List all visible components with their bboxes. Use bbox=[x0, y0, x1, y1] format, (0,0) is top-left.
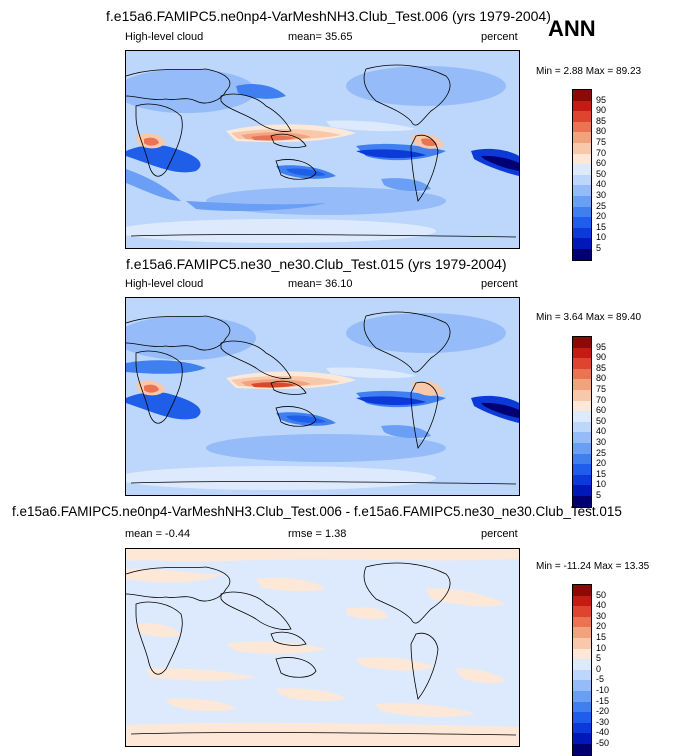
panel2-tick: 90 bbox=[596, 352, 607, 362]
panel3-tick: 20 bbox=[596, 621, 607, 631]
panel1-tick: 10 bbox=[596, 232, 607, 242]
panel2-tick: 30 bbox=[596, 437, 607, 447]
panel3-tick: -30 bbox=[596, 717, 610, 727]
panel1-tick: 70 bbox=[596, 148, 607, 158]
panel3-tick: 5 bbox=[596, 653, 602, 663]
panel3-tick: -10 bbox=[596, 685, 610, 695]
panel3-tick: -50 bbox=[596, 738, 610, 748]
panel1-map-svg bbox=[126, 51, 519, 248]
panel2-tick: 75 bbox=[596, 384, 607, 394]
panel1-tick: 30 bbox=[596, 190, 607, 200]
panel3-map-svg bbox=[126, 549, 519, 746]
panel2-minmax: Min = 3.64 Max = 89.40 bbox=[536, 312, 642, 323]
panel1-map bbox=[125, 50, 520, 249]
panel3-units-label: percent bbox=[481, 528, 518, 540]
panel2-tick: 15 bbox=[596, 469, 607, 479]
panel1-tick: 40 bbox=[596, 179, 607, 189]
panel3-tick: 0 bbox=[596, 664, 602, 674]
panel2-variable-label: High-level cloud bbox=[125, 278, 204, 290]
panel1-tick: 5 bbox=[596, 243, 602, 253]
panel3-rmse-label: rmse = 1.38 bbox=[288, 528, 347, 540]
panel2-tick: 60 bbox=[596, 405, 607, 415]
panel2-map-svg bbox=[126, 298, 519, 495]
panel3-colorbar bbox=[572, 584, 592, 756]
season-label: ANN bbox=[548, 16, 596, 41]
panel1-title: f.e15a6.FAMIPC5.ne0np4-VarMeshNH3.Club_T… bbox=[106, 8, 551, 24]
panel1-tick: 80 bbox=[596, 126, 607, 136]
panel1-units-label: percent bbox=[481, 31, 518, 43]
panel2-tick: 85 bbox=[596, 363, 607, 373]
panel1-tick: 50 bbox=[596, 169, 607, 179]
panel3-tick: 50 bbox=[596, 590, 607, 600]
panel3-minmax: Min = -11.24 Max = 13.35 bbox=[536, 561, 650, 572]
panel2-title: f.e15a6.FAMIPC5.ne30_ne30.Club_Test.015 … bbox=[126, 256, 507, 272]
panel2-units-label: percent bbox=[481, 278, 518, 290]
panel3-tick: 10 bbox=[596, 643, 607, 653]
panel1-tick: 15 bbox=[596, 222, 607, 232]
panel3-tick: 30 bbox=[596, 611, 607, 621]
panel2-tick: 70 bbox=[596, 395, 607, 405]
panel1-tick: 75 bbox=[596, 137, 607, 147]
panel2-tick: 95 bbox=[596, 342, 607, 352]
panel1-tick: 95 bbox=[596, 95, 607, 105]
panel1-minmax: Min = 2.88 Max = 89.23 bbox=[536, 66, 642, 77]
panel1-tick: 90 bbox=[596, 105, 607, 115]
panel3-tick: 40 bbox=[596, 600, 607, 610]
panel2-map bbox=[125, 297, 520, 496]
panel3-tick: -15 bbox=[596, 696, 610, 706]
panel3-mean-label: mean = -0.44 bbox=[125, 528, 191, 540]
panel2-tick: 40 bbox=[596, 426, 607, 436]
panel3-map bbox=[125, 548, 520, 747]
panel1-colorbar bbox=[572, 89, 592, 261]
panel3-tick: -5 bbox=[596, 674, 605, 684]
panel1-tick: 85 bbox=[596, 116, 607, 126]
panel3-tick: 15 bbox=[596, 632, 607, 642]
panel3-tick: -20 bbox=[596, 706, 610, 716]
panel1-tick: 25 bbox=[596, 201, 607, 211]
panel3-tick: -40 bbox=[596, 727, 610, 737]
panel2-tick: 10 bbox=[596, 479, 607, 489]
panel2-tick: 5 bbox=[596, 490, 602, 500]
panel2-colorbar bbox=[572, 336, 592, 508]
panel2-tick: 50 bbox=[596, 416, 607, 426]
panel3-title: f.e15a6.FAMIPC5.ne0np4-VarMeshNH3.Club_T… bbox=[12, 504, 622, 519]
panel1-tick: 60 bbox=[596, 158, 607, 168]
panel2-tick: 25 bbox=[596, 448, 607, 458]
panel1-tick: 20 bbox=[596, 211, 607, 221]
panel1-variable-label: High-level cloud bbox=[125, 31, 204, 43]
panel2-tick: 80 bbox=[596, 373, 607, 383]
panel1-mean-label: mean= 35.65 bbox=[288, 31, 353, 43]
panel2-tick: 20 bbox=[596, 458, 607, 468]
panel2-mean-label: mean= 36.10 bbox=[288, 278, 353, 290]
